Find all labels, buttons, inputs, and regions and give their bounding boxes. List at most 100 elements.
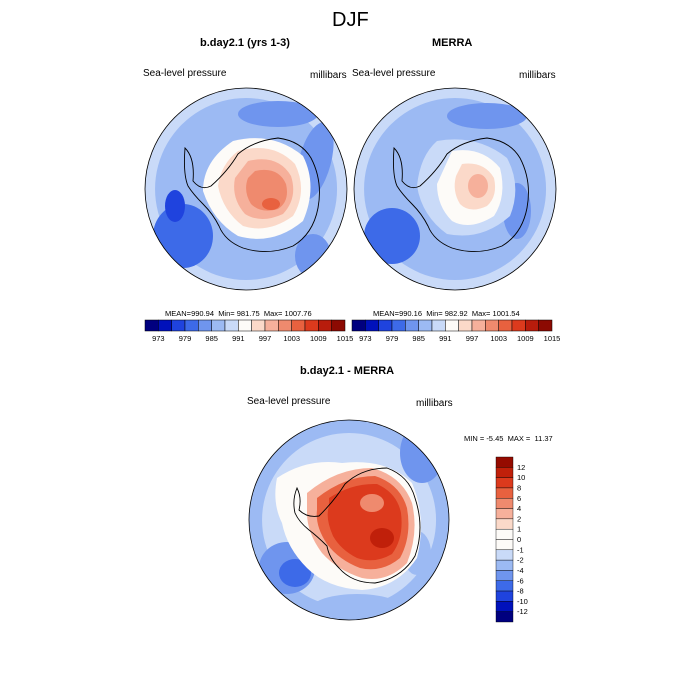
panel-1-colorbar-swatch (211, 319, 226, 332)
panel-2-colorbar-tick-label: 973 (359, 334, 372, 343)
diff-colorbar-swatch (495, 559, 514, 571)
panel-2-colorbar-tick-label: 1009 (517, 334, 534, 343)
panel-2-colorbar-swatch (538, 319, 553, 332)
panel-2-units: millibars (519, 70, 556, 81)
diff-colorbar-swatch (495, 611, 514, 623)
panel-1-title: b.day2.1 (yrs 1-3) (200, 37, 290, 49)
diff-colorbar-swatch (495, 518, 514, 530)
panel-3-min: -5.45 (486, 434, 504, 443)
panel-2-colorbar-swatch (405, 319, 419, 332)
panel-2-colorbar-tick-label: 997 (466, 334, 479, 343)
panel-1-colorbar-tick-label: 991 (232, 334, 245, 343)
panel-3-max: 11.37 (534, 434, 553, 443)
panel-1-colorbar-tick-label: 973 (152, 334, 165, 343)
panel-2-colorbar-swatch (445, 319, 459, 332)
panel-1-min-label: Min= (218, 309, 235, 318)
panel-2-max: 1001.54 (492, 309, 520, 318)
panel-2-colorbar-swatch (498, 319, 513, 332)
panel-2-colorbar-swatch (418, 319, 433, 332)
diff-colorbar-tick-label: -10 (517, 597, 528, 606)
diff-colorbar-swatch (495, 477, 514, 489)
panel-2-colorbar-swatch (351, 319, 366, 332)
diff-colorbar-tick-label: 8 (517, 483, 521, 492)
diff-colorbar-tick-label: -8 (517, 587, 524, 596)
panel-2-colorbar-swatch (525, 319, 539, 332)
panel-2-colorbar-tick-label: 991 (439, 334, 452, 343)
diff-colorbar-tick-label: 4 (517, 504, 521, 513)
panel-2-colorbar-tick-label: 985 (412, 334, 425, 343)
diff-colorbar-tick-label: 1 (517, 525, 521, 534)
diff-colorbar-swatch (495, 528, 514, 540)
diff-colorbar-tick-label: 2 (517, 514, 521, 523)
panel-1-colorbar-swatch (291, 319, 306, 332)
panel-1-mean-label: MEAN= (165, 309, 192, 318)
diff-colorbar-tick-label: 12 (517, 463, 525, 472)
panel-3-min-label: MIN = (464, 434, 485, 443)
panel-1-min: 981.75 (236, 309, 260, 318)
diff-colorbar-tick-label: -12 (517, 607, 528, 616)
diff-colorbar-swatch (495, 549, 514, 561)
panel-2-colorbar-swatch (511, 319, 526, 332)
panel-1-colorbar-swatch (251, 319, 266, 332)
panel-1-colorbar-swatch (184, 319, 199, 332)
panel-2-colorbar-swatch (485, 319, 499, 332)
panel-1-colorbar-swatch (171, 319, 186, 332)
panel-2-colorbar-swatch (391, 319, 406, 332)
diff-colorbar-swatch (495, 487, 514, 499)
panel-1-colorbar-swatch (144, 319, 159, 332)
panel-3-units: millibars (416, 398, 453, 409)
panel-3-stats: MIN = -5.45 MAX = 11.37 (464, 434, 553, 443)
panel-3-map (248, 419, 450, 621)
panel-2-colorbar-swatch (365, 319, 379, 332)
panel-1-colorbar-tick-label: 985 (205, 334, 218, 343)
panel-1-stats: MEAN=990.94 Min= 981.75 Max= 1007.76 (165, 309, 312, 318)
panel-1-max: 1007.76 (284, 309, 312, 318)
figure-title: DJF (332, 9, 369, 31)
panel-2-max-label: Max= (471, 309, 491, 318)
panel-1-variable: Sea-level pressure (143, 68, 227, 79)
panel-1-colorbar-tick-label: 1009 (310, 334, 327, 343)
panel-2-colorbar-tick-label: 979 (386, 334, 399, 343)
diff-colorbar-swatch (495, 498, 514, 509)
panel-1-colorbar-swatch (331, 319, 346, 332)
panel-1-colorbar-swatch (318, 319, 332, 332)
diff-colorbar-swatch (495, 467, 514, 478)
panel-2-colorbar-swatch (378, 319, 393, 332)
panel-3-variable: Sea-level pressure (247, 396, 331, 407)
panel-1-units: millibars (310, 70, 347, 81)
diff-colorbar-swatch (495, 539, 514, 551)
panel-1-colorbar-tick-label: 1015 (337, 334, 354, 343)
panel-2-map (353, 87, 557, 291)
panel-1-mean: 990.94 (191, 309, 215, 318)
panel-1-colorbar-swatch (158, 319, 172, 332)
panel-1-colorbar-swatch (264, 319, 279, 332)
panel-2-colorbar-tick-label: 1015 (544, 334, 561, 343)
diff-colorbar-tick-label: -4 (517, 566, 524, 575)
panel-2-colorbar-tick-label: 1003 (490, 334, 507, 343)
panel-2-mean-label: MEAN= (373, 309, 400, 318)
panel-2-min: 982.92 (444, 309, 468, 318)
panel-1-colorbar-swatch (278, 319, 292, 332)
panel-2-stats: MEAN=990.16 Min= 982.92 Max= 1001.54 (373, 309, 520, 318)
diff-colorbar-swatch (495, 580, 514, 592)
panel-2-colorbar-swatch (458, 319, 473, 332)
panel-1-colorbar-tick-label: 997 (259, 334, 272, 343)
panel-1-map (144, 87, 348, 291)
diff-colorbar-tick-label: 6 (517, 494, 521, 503)
diff-colorbar-swatch (495, 590, 514, 602)
panel-2-colorbar: 973 979 985 991 997 1003 1009 1015 (351, 319, 560, 343)
panel-1-colorbar-swatch (198, 319, 212, 332)
diff-colorbar-tick-label: -1 (517, 545, 524, 554)
panel-3-max-label: MAX = (507, 434, 531, 443)
diff-colorbar-tick-label: 0 (517, 535, 521, 544)
panel-2-mean: 990.16 (399, 309, 423, 318)
panel-2-variable: Sea-level pressure (352, 68, 436, 79)
panel-2-min-label: Min= (426, 309, 443, 318)
diff-colorbar-tick-label: -2 (517, 556, 524, 565)
diff-colorbar-tick-label: -6 (517, 576, 524, 585)
panel-1-colorbar-tick-label: 1003 (283, 334, 300, 343)
panel-1-colorbar-tick-label: 979 (179, 334, 192, 343)
diff-colorbar-swatch (495, 508, 514, 520)
panel-3-title: b.day2.1 - MERRA (300, 365, 395, 377)
panel-2-title: MERRA (432, 37, 473, 49)
